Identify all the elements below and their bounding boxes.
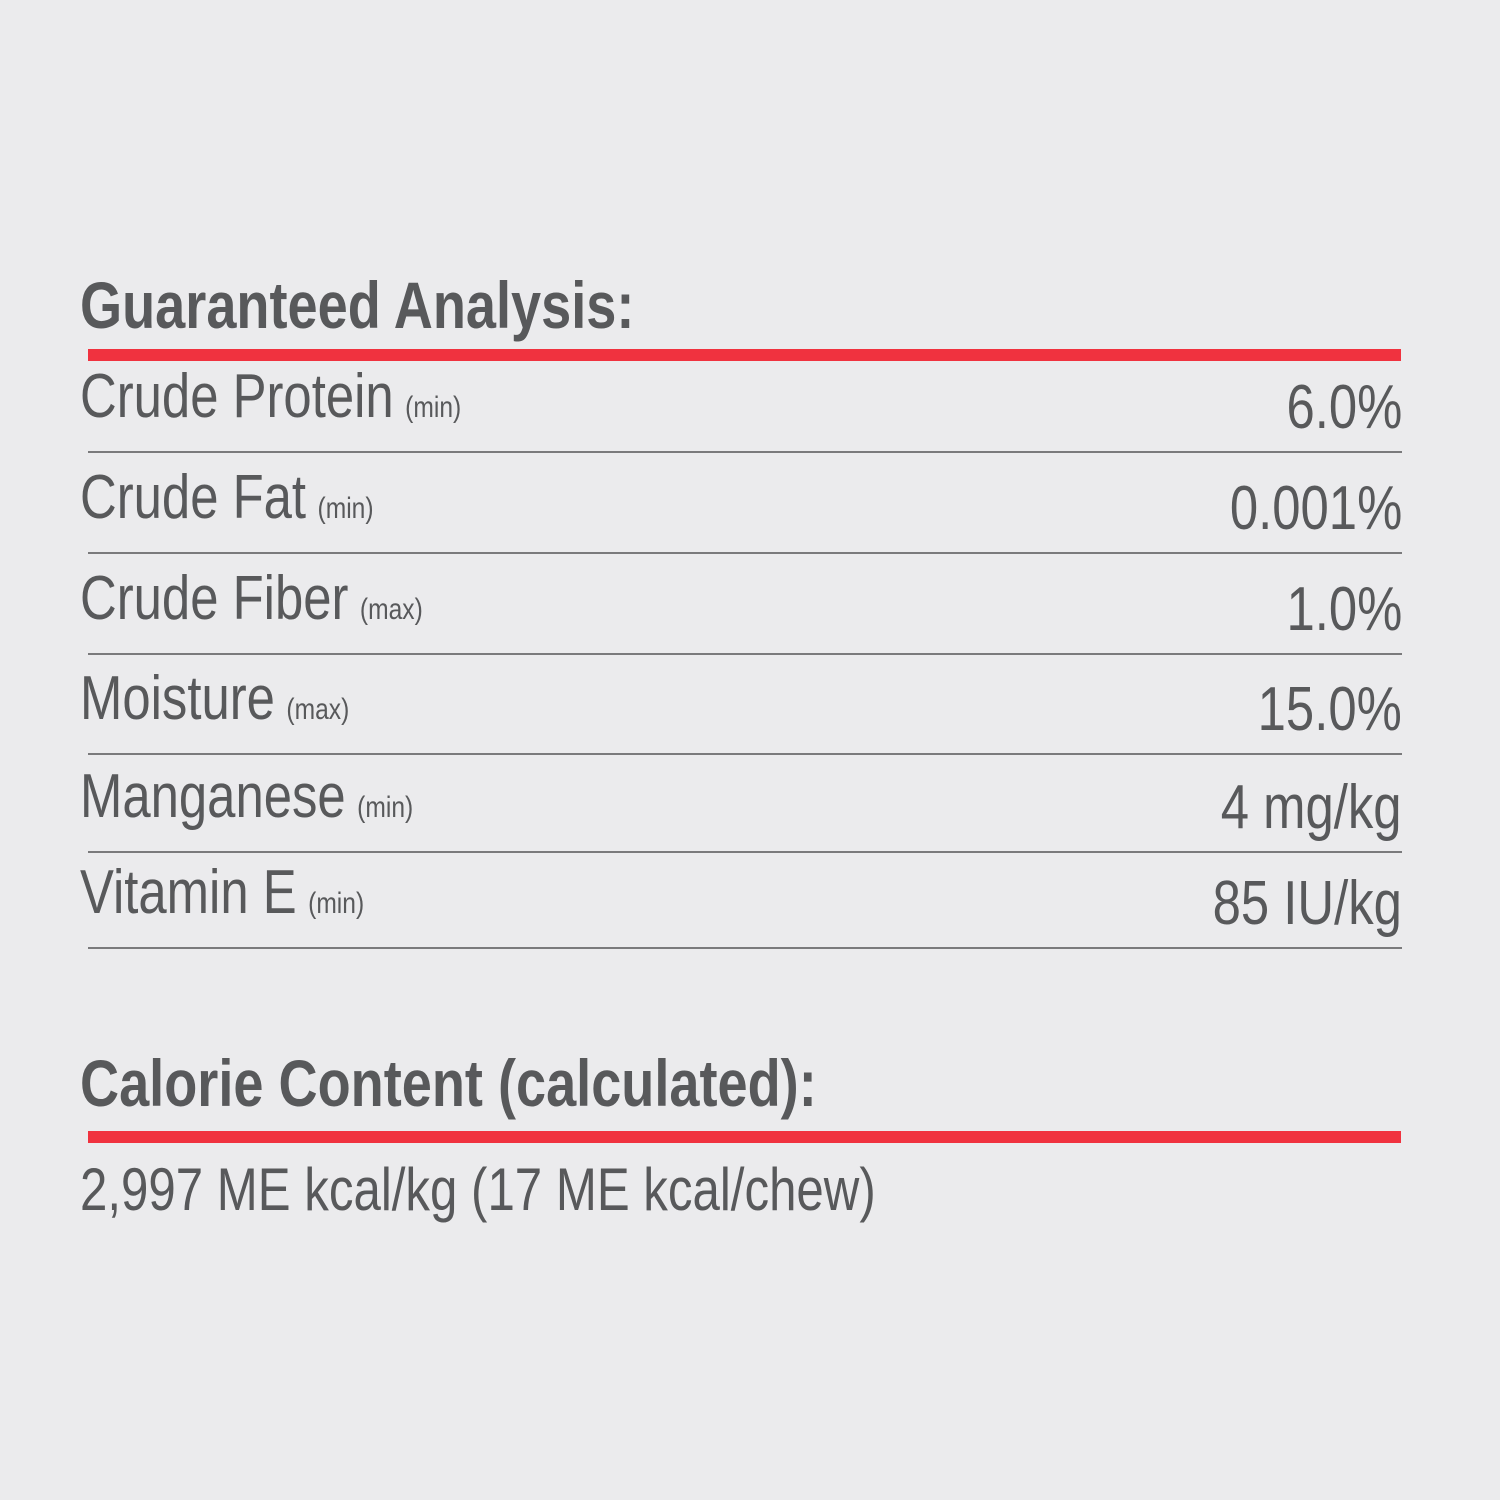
nutrient-qualifier: (min)	[317, 492, 374, 525]
nutrient-label: Crude Fiber (max)	[80, 568, 498, 641]
nutrient-name: Moisture	[80, 664, 275, 733]
calorie-value: 2,997 ME kcal/kg (17 ME kcal/chew)	[80, 1156, 876, 1223]
row-divider	[88, 653, 1402, 655]
analysis-row: Crude Fiber (max) 1.0%	[80, 556, 1402, 655]
row-divider	[88, 552, 1402, 554]
analysis-row: Crude Fat (min) 0.001%	[80, 455, 1402, 554]
red-divider	[88, 349, 1401, 361]
nutrient-label: Manganese (min)	[80, 766, 486, 839]
nutrient-name: Crude Fiber	[80, 564, 349, 633]
analysis-row: Manganese (min) 4 mg/kg	[80, 754, 1402, 853]
nutrient-qualifier: (max)	[359, 593, 423, 626]
nutrient-label: Moisture (max)	[80, 668, 408, 741]
row-divider	[88, 851, 1402, 853]
nutrient-label: Crude Fat (min)	[80, 467, 438, 540]
nutrient-name: Manganese	[80, 762, 346, 831]
calorie-content-heading: Calorie Content (calculated):	[80, 1046, 817, 1120]
nutrient-qualifier: (min)	[405, 391, 462, 424]
nutrient-name: Crude Fat	[80, 463, 307, 532]
analysis-row: Moisture (max) 15.0%	[80, 656, 1402, 755]
nutrient-qualifier: (min)	[308, 887, 365, 920]
row-divider	[88, 753, 1402, 755]
analysis-row: Vitamin E (min) 85 IU/kg	[80, 852, 1402, 949]
nutrient-value: 85 IU/kg	[1212, 869, 1402, 938]
nutrient-value: 4 mg/kg	[1221, 773, 1402, 842]
nutrient-value: 0.001%	[1229, 474, 1402, 543]
nutrient-name: Vitamin E	[80, 858, 297, 927]
nutrient-label: Crude Protein (min)	[80, 366, 545, 439]
nutrient-name: Crude Protein	[80, 362, 394, 431]
analysis-row: Crude Protein (min) 6.0%	[80, 355, 1402, 453]
nutrient-value: 1.0%	[1286, 575, 1402, 644]
red-divider	[88, 1131, 1401, 1143]
row-divider	[88, 947, 1402, 949]
nutrient-qualifier: (min)	[357, 791, 414, 824]
nutrient-value: 15.0%	[1257, 675, 1402, 744]
guaranteed-analysis-heading: Guaranteed Analysis:	[80, 268, 635, 342]
nutrient-qualifier: (max)	[286, 693, 350, 726]
nutrient-label: Vitamin E (min)	[80, 862, 427, 935]
row-divider	[88, 451, 1402, 453]
nutrient-value: 6.0%	[1286, 373, 1402, 442]
